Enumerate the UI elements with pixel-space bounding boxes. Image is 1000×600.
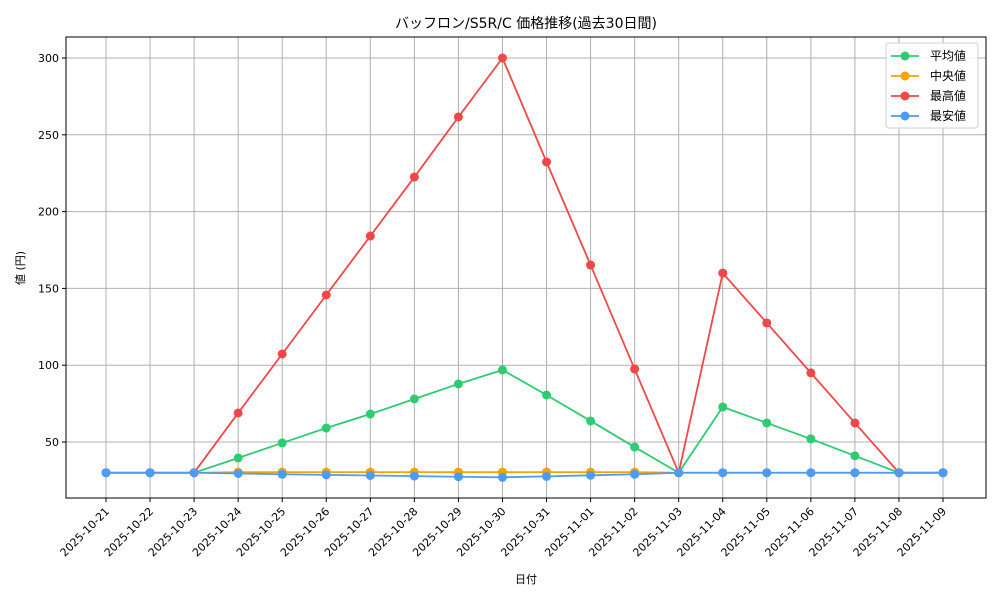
x-axis: 2025-10-212025-10-222025-10-232025-10-24… <box>58 498 949 559</box>
legend-marker-icon <box>900 71 910 81</box>
data-point <box>806 368 816 378</box>
data-point <box>409 172 419 182</box>
data-point <box>674 468 684 478</box>
data-point <box>497 472 507 482</box>
data-point <box>321 470 331 480</box>
data-point <box>718 402 728 412</box>
y-tick-label: 300 <box>38 52 59 65</box>
series-2 <box>101 53 948 478</box>
data-point <box>938 468 948 478</box>
y-axis: 50 100 150 200 250 300 <box>38 52 66 449</box>
data-point <box>277 349 287 359</box>
legend-marker-icon <box>900 51 910 61</box>
data-point <box>233 468 243 478</box>
y-tick-label: 200 <box>38 206 59 219</box>
y-tick-label: 50 <box>45 436 59 449</box>
data-point <box>762 318 772 328</box>
data-point <box>409 471 419 481</box>
series-line <box>106 471 943 479</box>
data-point <box>453 379 463 389</box>
legend-item: 中央値 <box>891 68 966 83</box>
data-point <box>409 394 419 404</box>
data-point <box>630 469 640 479</box>
data-point <box>365 470 375 480</box>
data-point <box>718 268 728 278</box>
data-point <box>806 468 816 478</box>
data-point <box>762 418 772 428</box>
data-point <box>497 53 507 63</box>
legend-box <box>885 42 979 129</box>
data-point <box>542 390 552 400</box>
legend-item: 最高値 <box>891 88 966 103</box>
series-line <box>106 368 943 474</box>
legend-label: 平均値 <box>930 48 966 63</box>
legend-item: 最安値 <box>891 108 966 123</box>
data-point <box>365 231 375 241</box>
data-point <box>850 418 860 428</box>
legend-label: 最高値 <box>930 88 966 103</box>
data-point <box>277 438 287 448</box>
legend-label: 中央値 <box>930 68 966 83</box>
data-point <box>586 470 596 480</box>
legend-label: 最安値 <box>930 108 966 123</box>
data-point <box>586 260 596 270</box>
data-point <box>542 157 552 167</box>
series-3 <box>101 468 948 482</box>
plot-frame <box>65 36 987 499</box>
legend-item: 平均値 <box>891 48 966 63</box>
data-point <box>453 472 463 482</box>
data-point <box>365 409 375 419</box>
x-axis-label: 日付 <box>515 573 537 586</box>
data-point <box>101 468 111 478</box>
data-point <box>718 468 728 478</box>
data-point <box>806 434 816 444</box>
data-point <box>145 468 155 478</box>
legend-marker-icon <box>900 91 910 101</box>
data-point <box>586 416 596 426</box>
grid-lines <box>66 37 986 498</box>
data-point <box>453 112 463 122</box>
chart-title: バッフロン/S5R/C 価格推移(過去30日間) <box>395 16 657 32</box>
data-point <box>630 364 640 374</box>
y-tick-label: 100 <box>38 359 59 372</box>
legend-marker-icon <box>900 111 910 121</box>
data-point <box>233 453 243 463</box>
data-point <box>542 471 552 481</box>
data-point <box>497 365 507 375</box>
data-point <box>321 423 331 433</box>
data-point <box>850 468 860 478</box>
data-point <box>762 468 772 478</box>
data-point <box>233 408 243 418</box>
data-point <box>850 451 860 461</box>
data-point <box>189 468 199 478</box>
series-lines <box>101 53 948 482</box>
y-tick-label: 150 <box>38 282 59 295</box>
y-axis-label: 値 (円) <box>14 251 27 285</box>
y-tick-label: 250 <box>38 129 59 142</box>
data-point <box>630 442 640 452</box>
data-point <box>277 469 287 479</box>
series-0 <box>101 365 948 478</box>
series-line <box>106 56 943 476</box>
data-point <box>894 468 904 478</box>
data-point <box>321 290 331 300</box>
